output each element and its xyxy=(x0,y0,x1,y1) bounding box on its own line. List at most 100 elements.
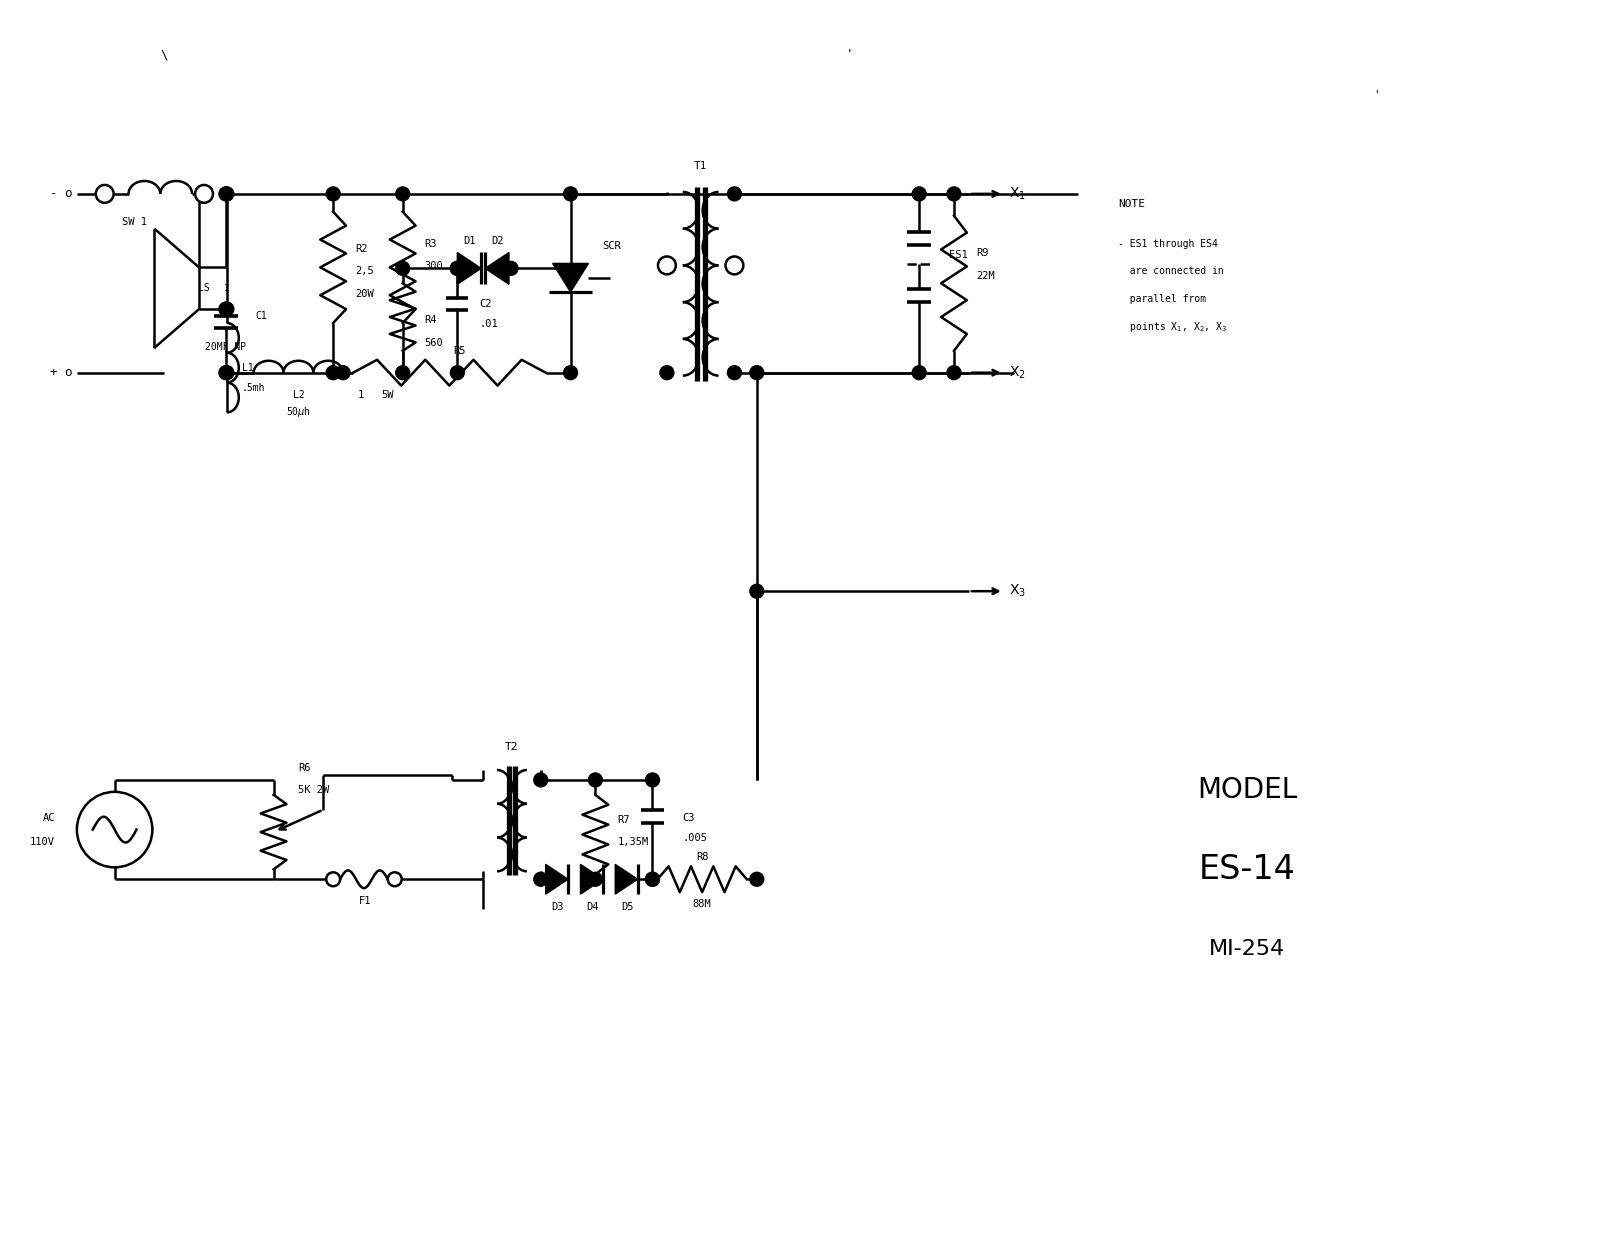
Text: 20MF NP: 20MF NP xyxy=(205,341,246,352)
Text: + o: + o xyxy=(50,366,72,380)
Circle shape xyxy=(219,366,234,380)
Text: D5: D5 xyxy=(621,902,634,912)
Text: D4: D4 xyxy=(586,902,598,912)
Circle shape xyxy=(534,773,547,787)
Text: - ES1 through ES4: - ES1 through ES4 xyxy=(1118,238,1218,248)
Circle shape xyxy=(589,773,602,787)
Text: MI-254: MI-254 xyxy=(1210,938,1285,959)
Circle shape xyxy=(658,257,675,274)
Circle shape xyxy=(534,872,547,886)
Text: points X$_1$, X$_2$, X$_3$: points X$_1$, X$_2$, X$_3$ xyxy=(1118,320,1227,334)
Text: SCR: SCR xyxy=(602,241,621,251)
Text: ': ' xyxy=(1373,89,1379,99)
Text: parallel from: parallel from xyxy=(1118,294,1206,304)
Text: 2,5: 2,5 xyxy=(355,267,374,277)
Text: 88M: 88M xyxy=(693,898,712,910)
Text: R3: R3 xyxy=(424,238,437,248)
Text: X$_1$: X$_1$ xyxy=(1008,186,1026,202)
Text: D2: D2 xyxy=(491,236,504,246)
Text: ES1: ES1 xyxy=(949,251,968,261)
Circle shape xyxy=(326,187,341,201)
Text: are connected in: are connected in xyxy=(1118,267,1224,277)
Text: 1: 1 xyxy=(224,284,229,293)
Polygon shape xyxy=(552,263,589,292)
Circle shape xyxy=(645,773,659,787)
Polygon shape xyxy=(485,252,509,284)
Text: R8: R8 xyxy=(696,853,709,862)
Text: 5W: 5W xyxy=(381,390,394,400)
Circle shape xyxy=(589,872,602,886)
Text: MODEL: MODEL xyxy=(1197,776,1298,804)
Polygon shape xyxy=(458,252,482,284)
Circle shape xyxy=(395,187,410,201)
Text: X$_2$: X$_2$ xyxy=(1008,365,1026,381)
Text: 1: 1 xyxy=(358,390,365,400)
Text: C3: C3 xyxy=(682,813,694,823)
Circle shape xyxy=(645,872,659,886)
Text: F1: F1 xyxy=(358,896,371,906)
Text: X$_3$: X$_3$ xyxy=(1008,583,1026,599)
Text: NOTE: NOTE xyxy=(1118,199,1146,208)
Circle shape xyxy=(728,187,741,201)
Circle shape xyxy=(395,366,410,380)
Text: AC: AC xyxy=(43,813,54,823)
Circle shape xyxy=(336,366,350,380)
Text: R6: R6 xyxy=(298,763,310,773)
Polygon shape xyxy=(581,864,603,895)
Text: ES-14: ES-14 xyxy=(1198,853,1296,886)
Text: 560: 560 xyxy=(424,338,443,347)
Text: \: \ xyxy=(160,48,168,61)
Circle shape xyxy=(450,262,464,276)
Polygon shape xyxy=(546,864,568,895)
Circle shape xyxy=(725,257,744,274)
Text: R9: R9 xyxy=(976,248,989,258)
Text: 110V: 110V xyxy=(30,836,54,846)
Circle shape xyxy=(947,366,962,380)
Circle shape xyxy=(912,187,926,201)
Circle shape xyxy=(728,366,741,380)
Circle shape xyxy=(750,585,763,598)
Circle shape xyxy=(504,262,518,276)
Text: 1,35M: 1,35M xyxy=(618,838,648,848)
Text: D3: D3 xyxy=(552,902,563,912)
Text: .005: .005 xyxy=(682,833,707,843)
Text: L2: L2 xyxy=(293,390,304,400)
Text: T2: T2 xyxy=(506,742,518,752)
Circle shape xyxy=(750,366,763,380)
Text: SW 1: SW 1 xyxy=(122,217,147,227)
Text: 50$\mu$h: 50$\mu$h xyxy=(286,406,310,419)
Circle shape xyxy=(326,872,341,886)
Circle shape xyxy=(450,262,464,276)
Text: R4: R4 xyxy=(424,315,437,325)
Circle shape xyxy=(195,185,213,202)
Text: C2: C2 xyxy=(478,299,491,309)
Circle shape xyxy=(450,366,464,380)
Circle shape xyxy=(219,302,234,316)
Circle shape xyxy=(326,366,341,380)
Circle shape xyxy=(219,187,234,201)
Text: 20W: 20W xyxy=(355,289,374,299)
Text: L1: L1 xyxy=(242,362,253,372)
Circle shape xyxy=(912,366,926,380)
Circle shape xyxy=(645,872,659,886)
Text: R5: R5 xyxy=(453,346,466,356)
Circle shape xyxy=(659,366,674,380)
Circle shape xyxy=(750,872,763,886)
Text: LS: LS xyxy=(198,283,210,293)
Circle shape xyxy=(219,187,234,201)
Circle shape xyxy=(96,185,114,202)
Text: 5K 2W: 5K 2W xyxy=(298,784,330,794)
Text: D1: D1 xyxy=(462,236,475,246)
Text: ': ' xyxy=(846,48,853,61)
Text: - o: - o xyxy=(50,187,72,200)
Circle shape xyxy=(387,872,402,886)
Text: .5mh: .5mh xyxy=(242,382,266,392)
Text: 300: 300 xyxy=(424,262,443,272)
Circle shape xyxy=(395,262,410,276)
Text: R7: R7 xyxy=(618,814,630,825)
Polygon shape xyxy=(616,864,637,895)
Text: C1: C1 xyxy=(256,311,267,321)
Circle shape xyxy=(947,187,962,201)
Text: .01: .01 xyxy=(478,319,498,329)
Circle shape xyxy=(219,366,234,380)
